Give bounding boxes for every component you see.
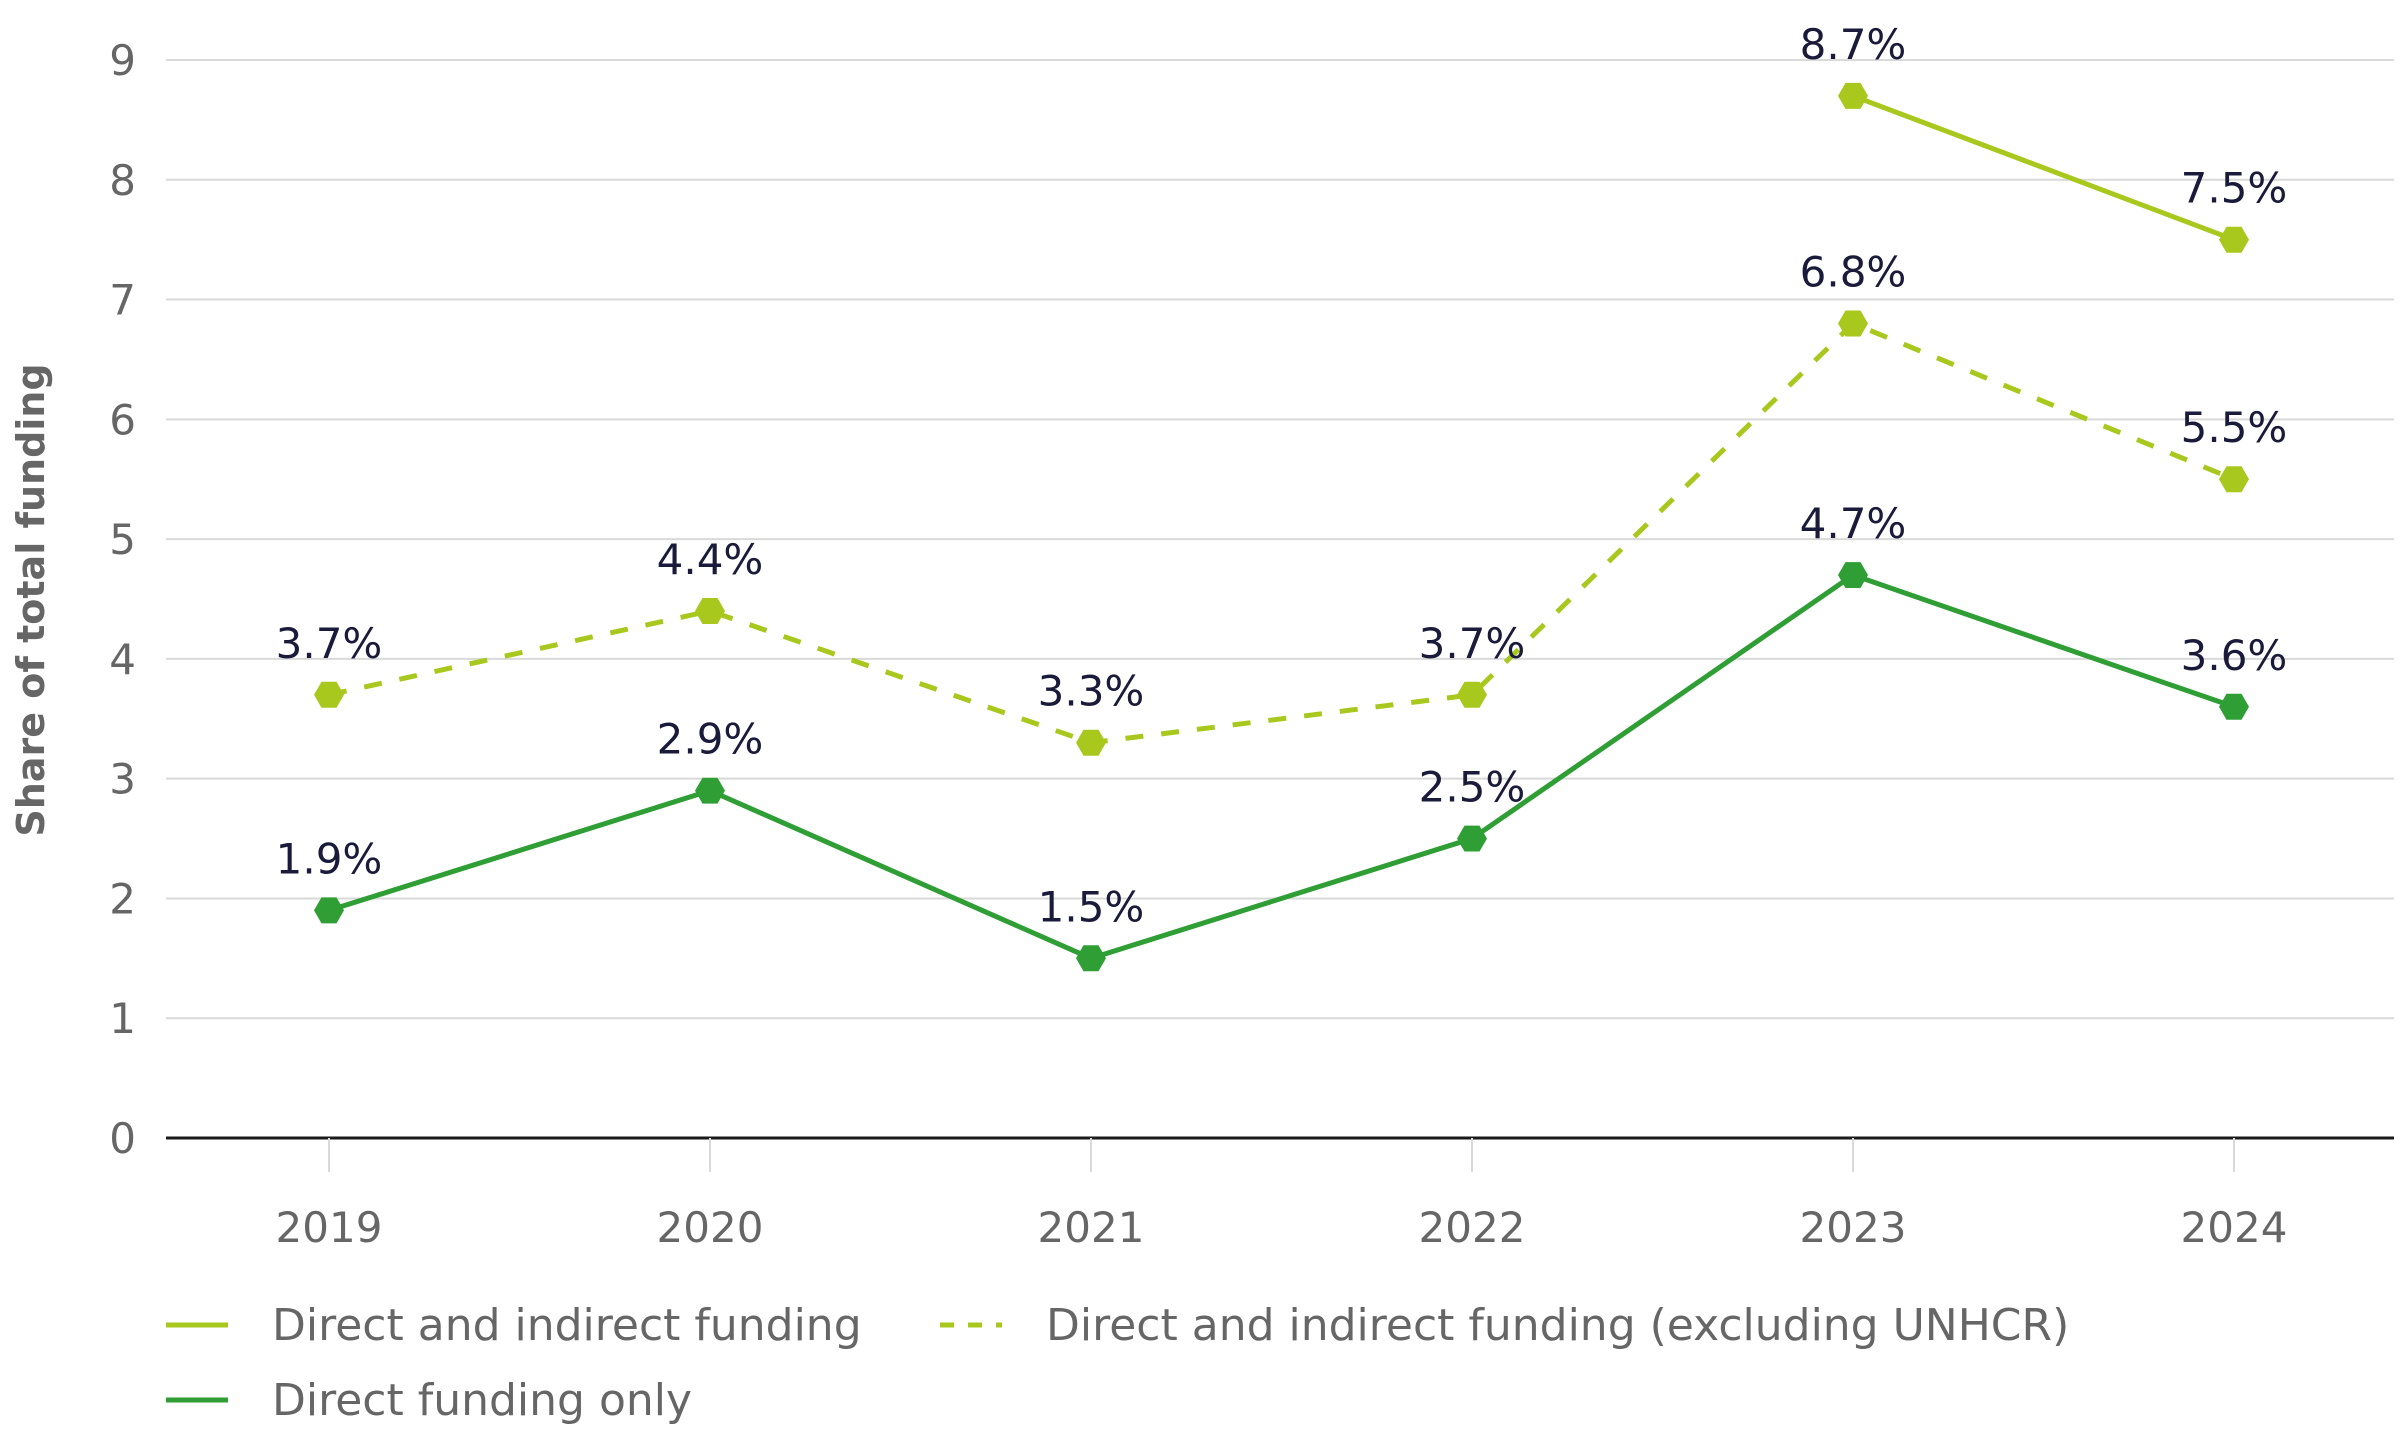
legend-label: Direct and indirect funding (excluding U… xyxy=(1046,1300,2069,1351)
data-point-marker xyxy=(1838,562,1868,588)
x-tick-label: 2023 xyxy=(1800,1203,1907,1252)
data-label: 3.6% xyxy=(2181,631,2288,680)
y-axis-title: Share of total funding xyxy=(9,363,53,836)
series-line xyxy=(328,321,2235,746)
data-point-marker xyxy=(695,598,725,624)
data-point-marker xyxy=(2219,226,2249,253)
data-label: 8.7% xyxy=(1800,20,1907,69)
y-tick-label: 5 xyxy=(109,515,136,564)
y-tick-label: 2 xyxy=(109,874,136,923)
gridlines xyxy=(166,59,2394,1020)
series xyxy=(314,82,2249,972)
data-label: 6.8% xyxy=(1800,248,1907,297)
data-point-marker xyxy=(1838,82,1868,109)
data-label: 3.7% xyxy=(276,619,383,668)
legend: Direct and indirect funding Direct and in… xyxy=(166,1300,2069,1426)
x-tick-label: 2020 xyxy=(657,1203,764,1252)
data-point-marker xyxy=(1838,310,1868,337)
y-tick-label: 3 xyxy=(109,755,136,804)
data-point-marker xyxy=(1457,825,1487,852)
y-tick-label: 7 xyxy=(109,276,136,325)
y-tick-label: 8 xyxy=(109,156,136,205)
data-label: 7.5% xyxy=(2181,164,2288,213)
data-label: 2.9% xyxy=(657,715,764,764)
data-label: 3.7% xyxy=(1419,619,1526,668)
x-tick-label: 2021 xyxy=(1038,1203,1145,1252)
legend-label: Direct funding only xyxy=(272,1375,692,1426)
x-tick-label: 2022 xyxy=(1419,1203,1526,1252)
data-labels: 8.7% 7.5% 3.7% 4.4% 3.3% 3.7% 6.8% 5.5% 1.9% 2.9%… xyxy=(276,20,2288,931)
data-point-marker xyxy=(695,777,725,804)
data-label: 5.5% xyxy=(2181,403,2288,452)
legend-label: Direct and indirect funding xyxy=(272,1300,862,1351)
y-tick-label: 6 xyxy=(109,395,136,444)
y-tick-label: 0 xyxy=(109,1114,136,1163)
y-tick-label: 4 xyxy=(109,635,136,684)
data-label: 2.5% xyxy=(1419,763,1526,812)
data-point-marker xyxy=(1076,729,1106,756)
data-label: 1.9% xyxy=(276,834,383,883)
data-point-marker xyxy=(314,681,344,708)
data-point-marker xyxy=(2219,693,2249,720)
y-tick-label: 9 xyxy=(109,36,136,85)
data-label: 3.3% xyxy=(1038,667,1145,716)
series-line xyxy=(1852,93,2235,243)
x-tick-label: 2024 xyxy=(2181,1203,2288,1252)
y-tick-label: 1 xyxy=(109,994,136,1043)
series-line xyxy=(328,572,2235,961)
x-tick-label: 2019 xyxy=(276,1203,383,1252)
data-point-marker xyxy=(1076,945,1106,972)
data-label: 1.5% xyxy=(1038,882,1145,931)
data-point-marker xyxy=(2219,466,2249,493)
data-label: 4.4% xyxy=(657,535,764,584)
data-point-marker xyxy=(1457,681,1487,708)
data-label: 4.7% xyxy=(1800,499,1907,548)
data-point-marker xyxy=(314,897,344,924)
axes: 0 1 2 3 4 5 6 7 8 9 2019 2020 2021 2022 2023 2024 Share … xyxy=(9,36,2394,1252)
